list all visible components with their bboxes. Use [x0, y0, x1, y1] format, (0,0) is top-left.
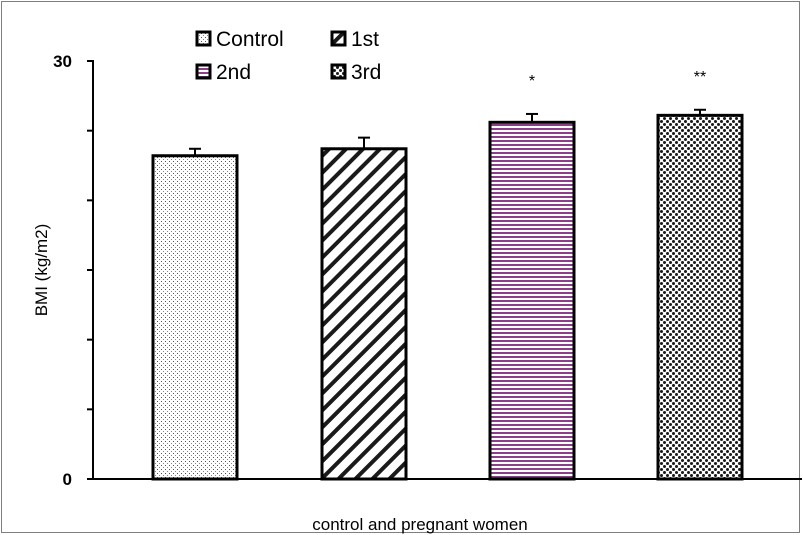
error-bar-2nd — [526, 112, 538, 123]
bar-2nd — [488, 120, 576, 481]
y-minor-ticks — [87, 60, 93, 480]
significance-annotations: * ** — [529, 69, 706, 90]
legend-swatch — [330, 30, 347, 47]
y-axis-title: BMI (kg/m2) — [32, 224, 51, 317]
error-bar-control — [189, 147, 201, 156]
legend-label: 2nd — [216, 61, 251, 84]
y-tick-labels: 0 30 — [53, 52, 72, 489]
y-tick-label: 0 — [63, 470, 72, 489]
error-bar-1st — [358, 136, 370, 149]
legend-label: Control — [216, 28, 284, 51]
legend-swatch — [195, 30, 212, 47]
legend-item-1st: 1st — [330, 28, 379, 51]
legend-label: 3rd — [351, 61, 381, 84]
significance-marker-2nd: * — [529, 73, 535, 90]
significance-marker-3rd: ** — [694, 69, 706, 86]
bar-control — [151, 154, 239, 481]
legend: Control 1st 2nd 3rd — [195, 28, 381, 84]
legend-item-control: Control — [195, 28, 284, 51]
legend-item-3rd: 3rd — [330, 61, 381, 84]
bar-3rd — [656, 113, 744, 481]
y-tick-label: 30 — [53, 52, 72, 71]
error-bars — [189, 108, 706, 156]
x-axis-title: control and pregnant women — [312, 515, 527, 534]
legend-swatch — [195, 63, 212, 80]
bar-1st — [320, 147, 408, 481]
legend-swatch — [330, 63, 347, 80]
legend-label: 1st — [351, 28, 379, 51]
legend-item-2nd: 2nd — [195, 61, 251, 84]
error-bar-3rd — [694, 108, 706, 116]
bars — [151, 113, 744, 481]
